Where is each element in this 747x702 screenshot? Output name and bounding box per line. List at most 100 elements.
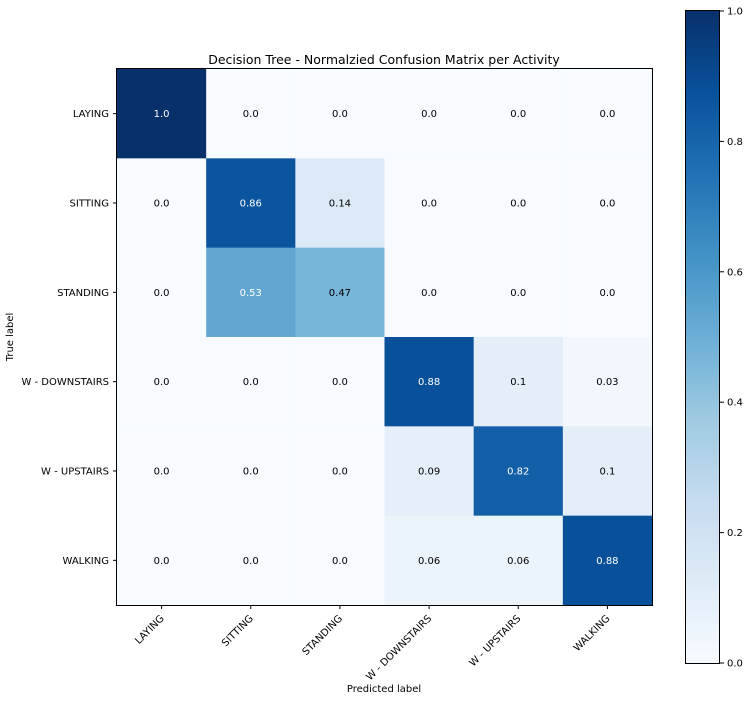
cell-value-label: 0.0 [510, 199, 526, 210]
heatmap-cell [295, 158, 385, 249]
y-tick-label: W - DOWNSTAIRS [21, 377, 109, 388]
cell-value-label: 0.86 [240, 199, 262, 210]
heatmap-cell-labels: 1.0 0.0 0.0 0.0 0.0 0.0 0.0 0.86 0.14 0.0 0.0 0.0 0.… [154, 109, 619, 567]
cell-value-label: 0.0 [332, 467, 348, 478]
heatmap-cell [384, 158, 475, 249]
cell-value-label: 0.0 [332, 377, 348, 388]
heatmap-cell [206, 515, 296, 606]
cell-value-label: 0.0 [154, 288, 170, 299]
chart-title: Decision Tree - Normalzied Confusion Mat… [208, 52, 560, 67]
cell-value-label: 0.0 [510, 288, 526, 299]
y-tick-label: STANDING [57, 288, 109, 299]
heatmap-cell [384, 515, 475, 606]
heatmap-cell [117, 69, 207, 159]
y-axis-ticks: LAYING SITTING STANDING W - DOWNSTAIRS W - U… [21, 109, 117, 567]
heatmap-cell [473, 515, 564, 606]
heatmap-cell [117, 515, 207, 606]
x-tick-label: W - UPSTAIRS [468, 613, 524, 669]
cell-value-label: 0.0 [599, 109, 615, 120]
cell-value-label: 0.03 [596, 377, 618, 388]
x-tick-label: LAYING [133, 613, 166, 646]
x-tick-label: W - DOWNSTAIRS [365, 613, 435, 683]
colorbar-tick-label: 1.0 [727, 7, 743, 18]
heatmap-cell [473, 69, 564, 159]
cell-value-label: 0.14 [329, 199, 351, 210]
heatmap-cell [473, 337, 564, 427]
cell-value-label: 0.0 [421, 288, 437, 299]
cell-value-label: 0.0 [154, 556, 170, 567]
colorbar-tick-label: 0.8 [727, 137, 743, 148]
cell-value-label: 0.0 [332, 109, 348, 120]
plot-frame [116, 68, 653, 606]
heatmap-cell [206, 158, 296, 249]
heatmap-cell [117, 337, 207, 427]
cell-value-label: 0.0 [243, 109, 259, 120]
y-tick-label: LAYING [73, 109, 109, 120]
cell-value-label: 0.82 [507, 467, 529, 478]
cell-value-label: 0.53 [240, 288, 262, 299]
cell-value-label: 0.88 [596, 556, 618, 567]
cell-value-label: 1.0 [154, 109, 170, 120]
x-tick-label: WALKING [572, 613, 613, 654]
heatmap-cell [562, 247, 653, 338]
heatmap-cell [206, 337, 296, 427]
cell-value-label: 0.88 [418, 377, 440, 388]
cell-value-label: 0.0 [243, 377, 259, 388]
colorbar-ticks: 0.0 0.2 0.4 0.6 0.8 1.0 [720, 7, 743, 670]
cell-value-label: 0.0 [332, 556, 348, 567]
heatmap-cell [473, 247, 564, 338]
cell-value-label: 0.1 [510, 377, 526, 388]
cell-value-label: 0.0 [154, 377, 170, 388]
heatmap-cell [117, 158, 207, 249]
cell-value-label: 0.06 [418, 556, 440, 567]
colorbar-tick-label: 0.0 [727, 659, 743, 670]
colorbar-tick-label: 0.4 [727, 398, 743, 409]
cell-value-label: 0.0 [154, 467, 170, 478]
cell-value-label: 0.0 [510, 109, 526, 120]
cell-value-label: 0.0 [599, 288, 615, 299]
heatmap-cell [562, 515, 653, 606]
heatmap-cell [384, 426, 475, 517]
heatmap-cell [295, 426, 385, 517]
colorbar-tick-label: 0.6 [727, 267, 743, 278]
heatmap-cell [384, 337, 475, 427]
cell-value-label: 0.1 [599, 467, 615, 478]
heatmap-cell [562, 69, 653, 159]
cell-value-label: 0.06 [507, 556, 529, 567]
cell-value-label: 0.0 [154, 199, 170, 210]
heatmap-cell [384, 69, 475, 159]
heatmap-cell [295, 247, 385, 338]
heatmap-cell [562, 158, 653, 249]
cell-value-label: 0.0 [243, 556, 259, 567]
heatmap-cell [562, 337, 653, 427]
heatmap-cell [117, 247, 207, 338]
y-tick-label: WALKING [63, 556, 110, 567]
heatmap-cell [117, 426, 207, 517]
x-tick-label: STANDING [301, 613, 345, 657]
heatmap-cell [295, 337, 385, 427]
y-axis-label: True label [5, 313, 16, 363]
heatmap-cell [295, 69, 385, 159]
cell-value-label: 0.0 [421, 109, 437, 120]
colorbar [685, 10, 720, 664]
x-tick-label: SITTING [220, 613, 256, 649]
heatmap-cell [295, 515, 385, 606]
cell-value-label: 0.47 [329, 288, 351, 299]
cell-value-label: 0.09 [418, 467, 440, 478]
colorbar-tick-label: 0.2 [727, 528, 743, 539]
heatmap-cell [473, 426, 564, 517]
cell-value-label: 0.0 [421, 199, 437, 210]
heatmap-cell [206, 426, 296, 517]
heatmap-cell [206, 69, 296, 159]
heatmap-cell [206, 247, 296, 338]
cell-value-label: 0.0 [599, 199, 615, 210]
heatmap-cell [562, 426, 653, 517]
y-tick-label: W - UPSTAIRS [41, 467, 109, 478]
heatmap-cells [117, 69, 653, 606]
x-axis-ticks: LAYING SITTING STANDING W - DOWNSTAIRS W - U… [133, 605, 613, 683]
y-tick-label: SITTING [69, 199, 109, 210]
heatmap-cell [473, 158, 564, 249]
heatmap-cell [384, 247, 475, 338]
cell-value-label: 0.0 [243, 467, 259, 478]
